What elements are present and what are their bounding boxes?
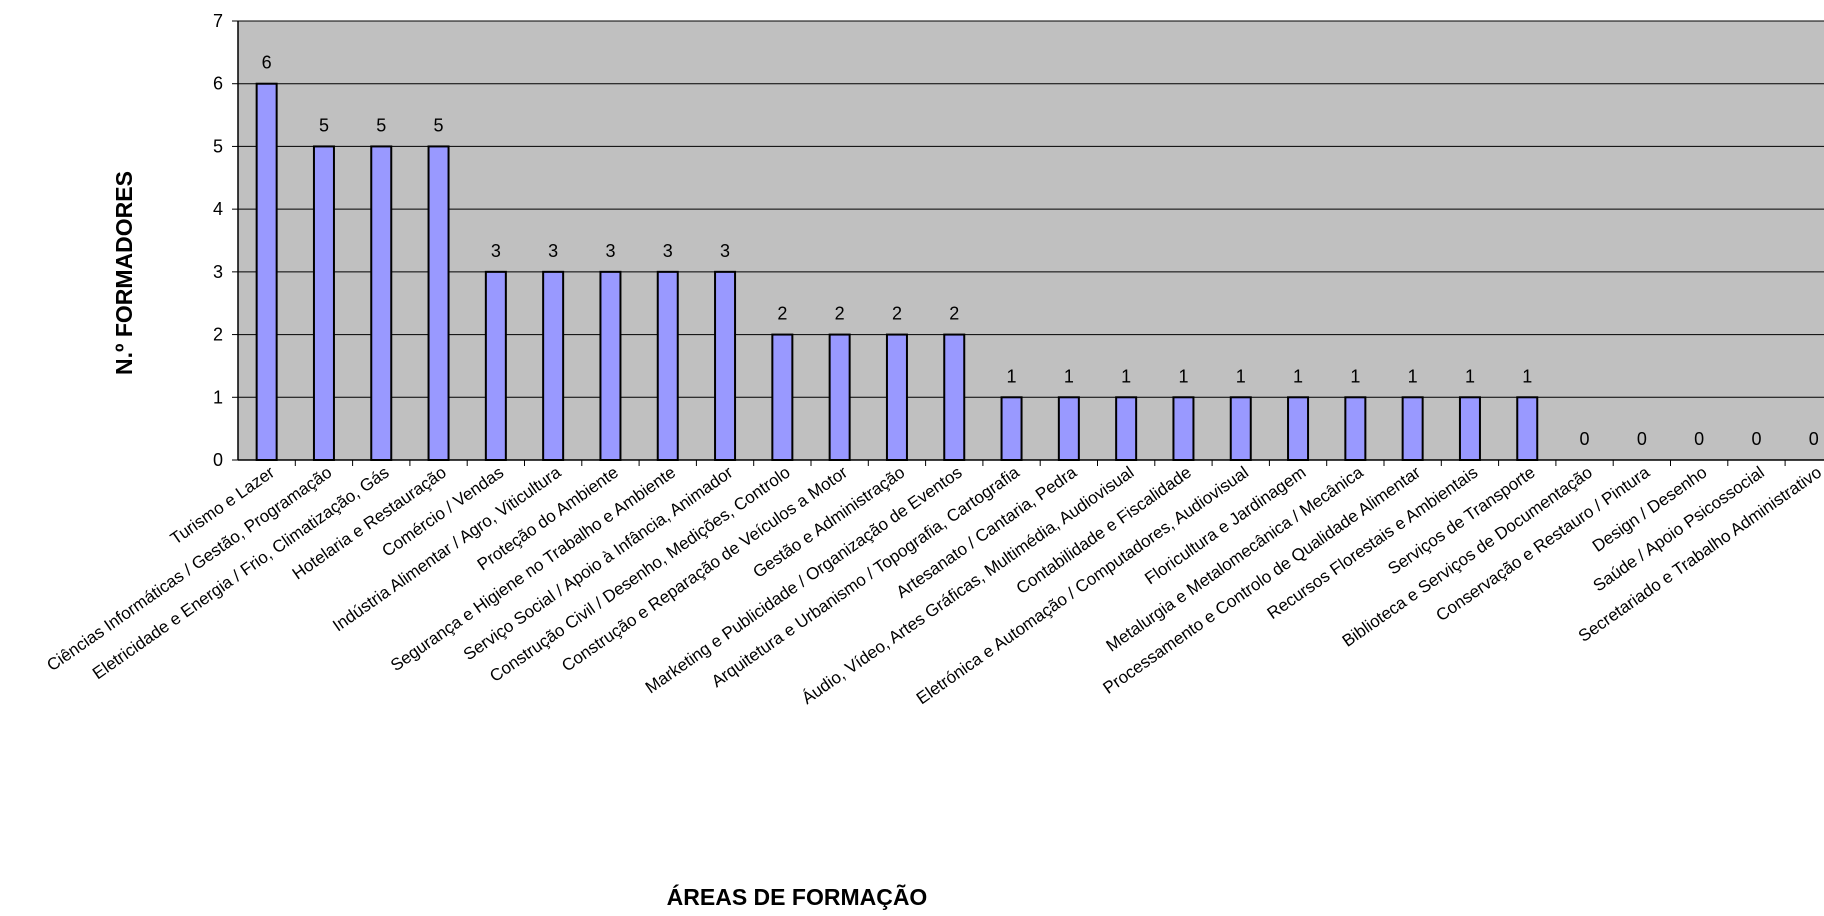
plot-area — [238, 21, 1824, 460]
y-tick-label: 0 — [213, 450, 223, 470]
data-label: 5 — [376, 115, 386, 135]
data-label: 3 — [663, 241, 673, 261]
data-label: 2 — [777, 304, 787, 324]
data-label: 6 — [262, 53, 272, 73]
data-label: 2 — [835, 304, 845, 324]
y-tick-label: 7 — [213, 11, 223, 31]
bar — [828, 333, 851, 462]
data-label: 2 — [949, 304, 959, 324]
bar — [1057, 396, 1080, 461]
y-axis-ticks: 0 1 2 3 4 5 6 7 — [213, 11, 238, 470]
data-label: 2 — [892, 304, 902, 324]
data-label: 1 — [1064, 366, 1074, 386]
x-axis-title: ÁREAS DE FORMAÇÃO — [667, 883, 928, 910]
bar — [370, 145, 393, 462]
y-tick-label: 4 — [213, 199, 223, 219]
data-label: 3 — [491, 241, 501, 261]
data-label: 1 — [1007, 366, 1017, 386]
bar — [1229, 396, 1252, 461]
bar — [1401, 396, 1424, 461]
bar — [943, 333, 966, 462]
bar — [1458, 396, 1481, 461]
bar — [1000, 396, 1023, 461]
data-label: 0 — [1580, 429, 1590, 449]
y-tick-label: 6 — [213, 74, 223, 94]
bar — [427, 145, 450, 462]
y-tick-label: 5 — [213, 136, 223, 156]
data-label: 1 — [1121, 366, 1131, 386]
data-label: 3 — [548, 241, 558, 261]
bar — [1344, 396, 1367, 461]
data-label: 0 — [1809, 429, 1819, 449]
bars — [255, 82, 1539, 462]
y-tick-label: 3 — [213, 262, 223, 282]
bar — [599, 270, 622, 461]
bar — [771, 333, 794, 462]
data-label: 1 — [1522, 366, 1532, 386]
bar — [255, 82, 278, 461]
y-tick-label: 2 — [213, 325, 223, 345]
data-labels: 6 5 5 5 3 3 3 3 3 2 2 2 2 1 1 1 1 1 1 1 1 1 1 0 0 0 0 0 — [262, 53, 1819, 449]
data-label: 1 — [1408, 366, 1418, 386]
bar — [885, 333, 908, 462]
bar — [714, 270, 737, 461]
y-tick-label: 1 — [213, 387, 223, 407]
data-label: 1 — [1236, 366, 1246, 386]
bar — [656, 270, 679, 461]
bar — [484, 270, 507, 461]
bar — [312, 145, 335, 462]
bar — [1516, 396, 1539, 461]
data-label: 5 — [434, 115, 444, 135]
data-label: 1 — [1293, 366, 1303, 386]
y-axis-title: N.º FORMADORES — [111, 171, 137, 375]
bar — [1287, 396, 1310, 461]
data-label: 0 — [1637, 429, 1647, 449]
bar — [542, 270, 565, 461]
bar — [1115, 396, 1138, 461]
bar — [1172, 396, 1195, 461]
data-label: 1 — [1178, 366, 1188, 386]
data-label: 5 — [319, 115, 329, 135]
data-label: 0 — [1751, 429, 1761, 449]
data-label: 3 — [720, 241, 730, 261]
data-label: 3 — [605, 241, 615, 261]
data-label: 1 — [1350, 366, 1360, 386]
data-label: 1 — [1465, 366, 1475, 386]
data-label: 0 — [1694, 429, 1704, 449]
